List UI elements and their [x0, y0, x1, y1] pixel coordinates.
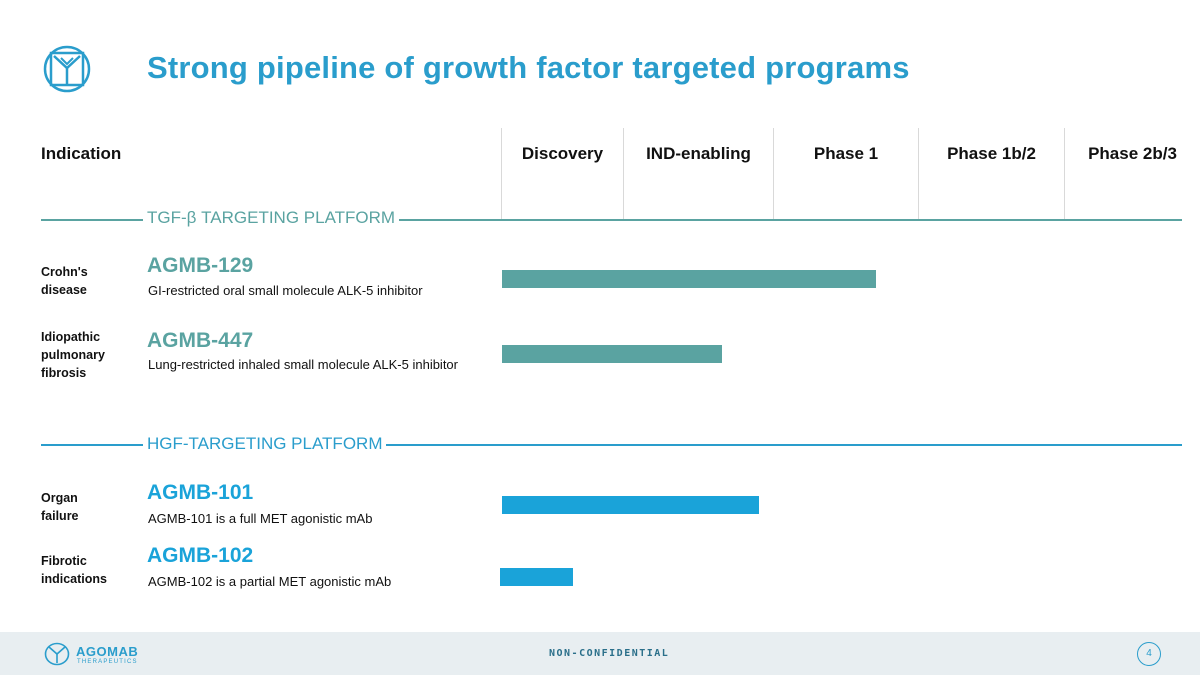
indication-label: Idiopathic pulmonary fibrosis [41, 330, 105, 380]
progress-bar-agmb-447 [502, 345, 722, 363]
program-description: Lung-restricted inhaled small molecule A… [148, 357, 458, 372]
program-name-agmb-447: AGMB-447 [147, 329, 254, 352]
footer: AGOMAB THERAPEUTICS NON-CONFIDENTIAL 4 [0, 632, 1200, 675]
program-description: AGMB-101 is a full MET agonistic mAb [148, 511, 373, 526]
footer-brand: AGOMAB [76, 644, 139, 659]
program-name-agmb-129: AGMB-129 [147, 254, 254, 277]
platform-label-hgf: HGF-TARGETING PLATFORM [143, 434, 387, 454]
indication-label: Organ failure [41, 491, 79, 523]
indication-header: Indication [41, 144, 122, 163]
program-name-agmb-101: AGMB-101 [147, 481, 254, 504]
indication-label: Crohn's disease [41, 265, 88, 297]
page-title: Strong pipeline of growth factor targete… [147, 50, 910, 85]
platform-divider-hgf [41, 444, 1182, 446]
progress-bar-agmb-101 [502, 496, 759, 514]
column-divider [1064, 128, 1065, 220]
phase-header: IND-enabling [646, 144, 751, 163]
platform-divider-tgf [41, 219, 1182, 221]
program-description: GI-restricted oral small molecule ALK-5 … [148, 283, 423, 298]
phase-header: Discovery [521, 144, 604, 163]
program-description: AGMB-102 is a partial MET agonistic mAb [148, 574, 392, 589]
column-divider [501, 128, 502, 220]
page-number: 4 [1137, 642, 1161, 666]
progress-bar-agmb-129 [502, 270, 876, 288]
column-divider [918, 128, 919, 220]
agomab-logo-icon [44, 642, 70, 666]
phase-header: Phase 1 [813, 144, 879, 163]
agomab-logo-icon [43, 45, 91, 93]
footer-brand-sub: THERAPEUTICS [77, 659, 138, 665]
progress-bar-agmb-102 [500, 568, 573, 586]
indication-label: Fibrotic indications [41, 554, 107, 586]
column-divider [773, 128, 774, 220]
phase-header: Phase 2b/3 [1088, 144, 1177, 163]
platform-label-tgf: TGF-β TARGETING PLATFORM [143, 208, 400, 228]
column-divider [623, 128, 624, 220]
phase-header: Phase 1b/2 [947, 144, 1036, 163]
program-name-agmb-102: AGMB-102 [147, 544, 254, 567]
confidentiality-label: NON-CONFIDENTIAL [549, 648, 670, 659]
